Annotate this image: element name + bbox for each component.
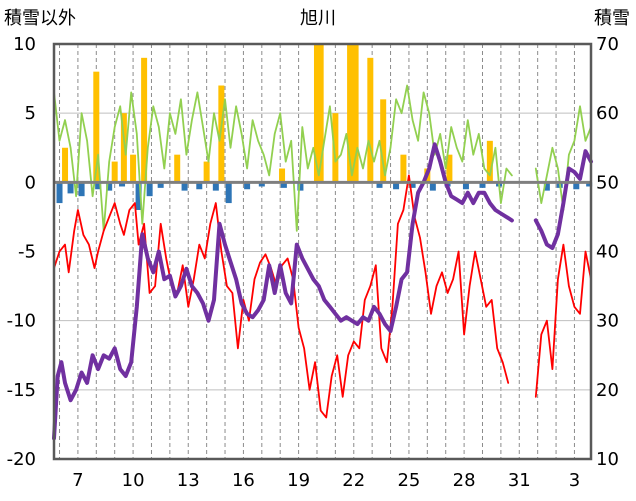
precip-bars bbox=[56, 44, 593, 210]
red-series-line bbox=[53, 174, 510, 419]
negative-bar bbox=[95, 182, 102, 190]
negative-bar bbox=[212, 182, 219, 191]
snow-depth-line bbox=[533, 149, 593, 250]
y-left-tick-label: 0 bbox=[25, 172, 36, 193]
negative-bar bbox=[479, 182, 486, 188]
precip-bar bbox=[367, 57, 374, 183]
negative-bar bbox=[429, 182, 436, 191]
negative-bar bbox=[409, 182, 416, 188]
negative-bar bbox=[146, 182, 153, 197]
x-tick-label: 16 bbox=[232, 470, 255, 491]
negative-bar bbox=[196, 182, 203, 190]
chart-title: 旭川 bbox=[300, 8, 336, 29]
x-tick-label: 25 bbox=[397, 470, 420, 491]
precip-bar bbox=[279, 168, 286, 183]
negative-bar bbox=[225, 182, 232, 204]
precip-bar bbox=[400, 154, 407, 183]
precip-bar bbox=[347, 44, 354, 183]
x-tick-label: 10 bbox=[122, 470, 145, 491]
y-left-tick-label: 5 bbox=[25, 103, 36, 124]
x-tick-label: 19 bbox=[287, 470, 310, 491]
y-right-tick-label: 70 bbox=[596, 34, 619, 55]
precip-bar bbox=[317, 44, 324, 183]
y-left-tick-label: -20 bbox=[7, 449, 36, 470]
y-left-tick-label: 10 bbox=[13, 34, 36, 55]
negative-bar bbox=[376, 182, 383, 188]
negative-bar bbox=[244, 182, 251, 190]
negative-bar bbox=[181, 182, 188, 191]
precip-bar bbox=[203, 161, 210, 183]
precip-bar bbox=[130, 154, 137, 183]
x-tick-label: 22 bbox=[342, 470, 365, 491]
y-right-ticks: 70 60 50 40 30 20 10 bbox=[596, 34, 619, 470]
y-left-tick-label: -15 bbox=[7, 380, 36, 401]
negative-bar bbox=[56, 182, 63, 204]
y-right-tick-label: 30 bbox=[596, 311, 619, 332]
y-right-tick-label: 50 bbox=[596, 172, 619, 193]
precip-bar bbox=[120, 113, 127, 183]
y-right-tick-label: 40 bbox=[596, 242, 619, 263]
negative-bar bbox=[67, 182, 74, 194]
x-tick-label: 13 bbox=[177, 470, 200, 491]
negative-bar bbox=[135, 182, 142, 210]
negative-bar bbox=[78, 182, 85, 197]
negative-bar bbox=[393, 182, 400, 190]
y-right-tick-label: 10 bbox=[596, 449, 619, 470]
precip-bar bbox=[218, 85, 225, 183]
red-series-line bbox=[534, 243, 592, 398]
precip-bar bbox=[174, 154, 181, 183]
y-left-axis-label: 積雪以外 bbox=[4, 8, 76, 29]
negative-bar bbox=[258, 182, 265, 187]
negative-bar bbox=[573, 182, 580, 190]
precip-bar bbox=[62, 147, 69, 183]
precip-bar bbox=[313, 44, 320, 183]
y-right-axis-label: 積雪 bbox=[594, 8, 630, 29]
negative-bar bbox=[543, 182, 550, 191]
negative-bar bbox=[462, 182, 469, 190]
precip-bar bbox=[332, 113, 339, 183]
y-right-tick-label: 60 bbox=[596, 103, 619, 124]
negative-bar bbox=[106, 182, 113, 191]
negative-bar bbox=[280, 182, 287, 188]
precip-bar bbox=[352, 44, 359, 183]
negative-bar bbox=[157, 182, 164, 188]
precip-bar bbox=[380, 99, 387, 183]
negative-bar bbox=[586, 182, 593, 187]
precip-bar bbox=[141, 57, 148, 183]
x-tick-label: 7 bbox=[72, 470, 83, 491]
y-left-ticks: 10 5 0 -5 -10 -15 -20 bbox=[7, 34, 36, 470]
negative-bar bbox=[119, 182, 126, 187]
x-tick-labels: 7 10 13 16 19 22 25 28 31 3 bbox=[72, 470, 580, 491]
y-right-tick-label: 20 bbox=[596, 380, 619, 401]
plot-frame bbox=[52, 42, 593, 461]
precip-bar bbox=[486, 140, 493, 183]
x-tick-label: 31 bbox=[508, 470, 531, 491]
series-lines bbox=[52, 84, 593, 441]
x-tick-label: 3 bbox=[569, 470, 580, 491]
precip-bar bbox=[93, 71, 100, 183]
y-left-tick-label: -5 bbox=[18, 242, 36, 263]
negative-bar bbox=[297, 182, 304, 191]
x-tick-label: 28 bbox=[453, 470, 476, 491]
y-left-tick-label: -10 bbox=[7, 311, 36, 332]
precip-bar bbox=[111, 161, 118, 183]
precip-bar bbox=[446, 154, 453, 183]
snow-depth-line bbox=[52, 142, 514, 441]
